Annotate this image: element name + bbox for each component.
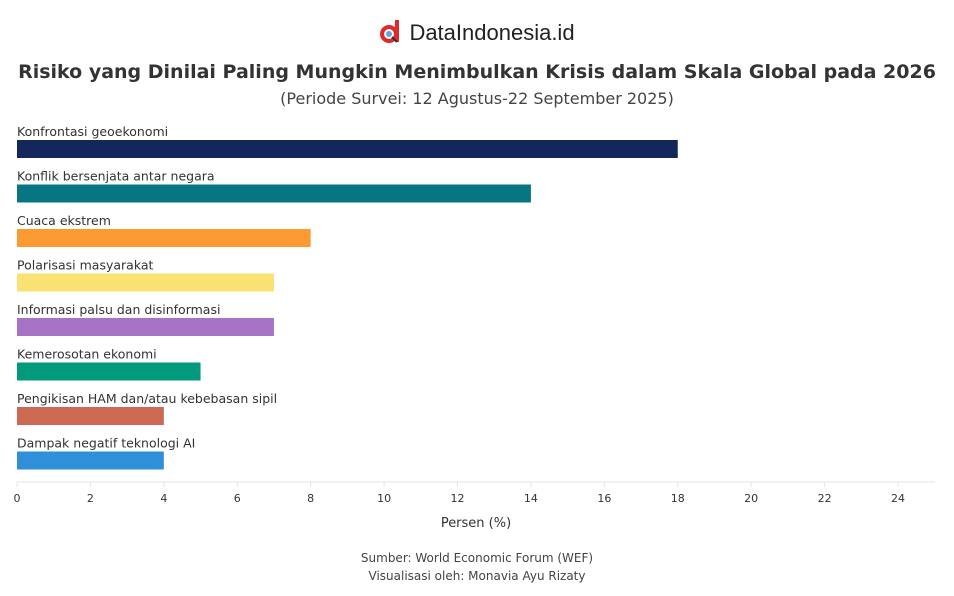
category-label: Dampak negatif teknologi AI — [17, 436, 195, 451]
visualization-credit: Visualisasi oleh: Monavia Ayu Rizaty — [368, 569, 586, 583]
category-label: Konfrontasi geoekonomi — [17, 124, 168, 139]
x-tick-label: 4 — [160, 492, 167, 505]
bar — [17, 140, 678, 158]
x-tick-label: 8 — [307, 492, 314, 505]
bar — [17, 362, 201, 381]
x-tick-label: 22 — [818, 492, 832, 505]
bar — [17, 229, 311, 247]
bar — [17, 407, 164, 425]
bar — [17, 318, 274, 336]
bar — [17, 184, 531, 203]
x-tick-label: 0 — [14, 492, 21, 505]
x-tick-label: 12 — [451, 492, 465, 505]
x-tick-label: 20 — [744, 492, 758, 505]
category-label: Informasi palsu dan disinformasi — [17, 302, 220, 317]
brand-name: DataIndonesia.id — [409, 20, 575, 45]
logo-magnifier-icon — [380, 20, 400, 43]
category-label: Pengikisan HAM dan/atau kebebasan sipil — [17, 391, 277, 406]
x-tick-label: 14 — [524, 492, 538, 505]
bar — [17, 451, 164, 470]
bar — [17, 273, 274, 292]
source-note: Sumber: World Economic Forum (WEF) — [360, 551, 594, 565]
category-label: Polarisasi masyarakat — [17, 258, 154, 273]
chart-subtitle: (Periode Survei: 12 Agustus-22 September… — [280, 89, 674, 108]
x-tick-label: 16 — [597, 492, 611, 505]
x-tick-label: 24 — [891, 492, 905, 505]
brand-logo: DataIndonesia.id — [0, 20, 954, 46]
category-label: Cuaca ekstrem — [17, 213, 111, 228]
x-tick-label: 6 — [234, 492, 241, 505]
x-tick-label: 10 — [377, 492, 391, 505]
category-label: Kemerosotan ekonomi — [17, 347, 157, 362]
x-axis-label: Persen (%) — [441, 516, 511, 531]
chart-title: Risiko yang Dinilai Paling Mungkin Menim… — [18, 61, 936, 83]
x-tick-label: 18 — [671, 492, 685, 505]
x-tick-label: 2 — [87, 492, 94, 505]
category-label: Konflik bersenjata antar negara — [17, 169, 215, 184]
